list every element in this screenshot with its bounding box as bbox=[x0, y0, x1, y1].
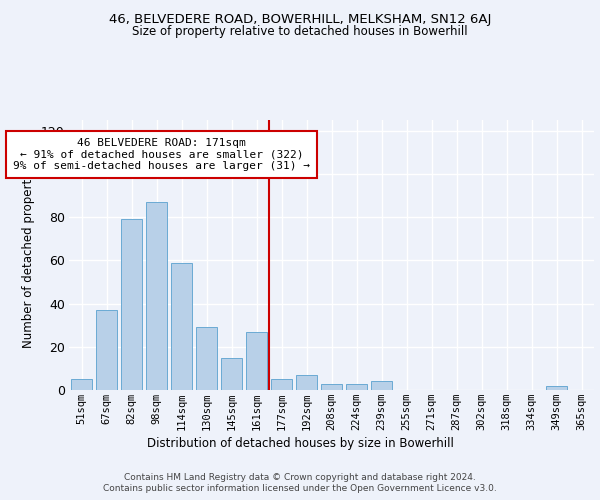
Text: Distribution of detached houses by size in Bowerhill: Distribution of detached houses by size … bbox=[146, 438, 454, 450]
Text: Contains HM Land Registry data © Crown copyright and database right 2024.: Contains HM Land Registry data © Crown c… bbox=[124, 472, 476, 482]
Text: 46 BELVEDERE ROAD: 171sqm
← 91% of detached houses are smaller (322)
9% of semi-: 46 BELVEDERE ROAD: 171sqm ← 91% of detac… bbox=[13, 138, 310, 171]
Y-axis label: Number of detached properties: Number of detached properties bbox=[22, 162, 35, 348]
Bar bbox=[321, 384, 342, 390]
Bar bbox=[221, 358, 242, 390]
Text: 46, BELVEDERE ROAD, BOWERHILL, MELKSHAM, SN12 6AJ: 46, BELVEDERE ROAD, BOWERHILL, MELKSHAM,… bbox=[109, 12, 491, 26]
Text: Size of property relative to detached houses in Bowerhill: Size of property relative to detached ho… bbox=[132, 25, 468, 38]
Bar bbox=[546, 386, 567, 390]
Bar bbox=[296, 375, 317, 390]
Bar bbox=[246, 332, 267, 390]
Bar bbox=[71, 379, 92, 390]
Bar bbox=[121, 220, 142, 390]
Bar bbox=[171, 262, 192, 390]
Bar bbox=[146, 202, 167, 390]
Bar bbox=[371, 382, 392, 390]
Text: Contains public sector information licensed under the Open Government Licence v3: Contains public sector information licen… bbox=[103, 484, 497, 493]
Bar bbox=[96, 310, 117, 390]
Bar bbox=[196, 328, 217, 390]
Bar bbox=[271, 379, 292, 390]
Bar bbox=[346, 384, 367, 390]
